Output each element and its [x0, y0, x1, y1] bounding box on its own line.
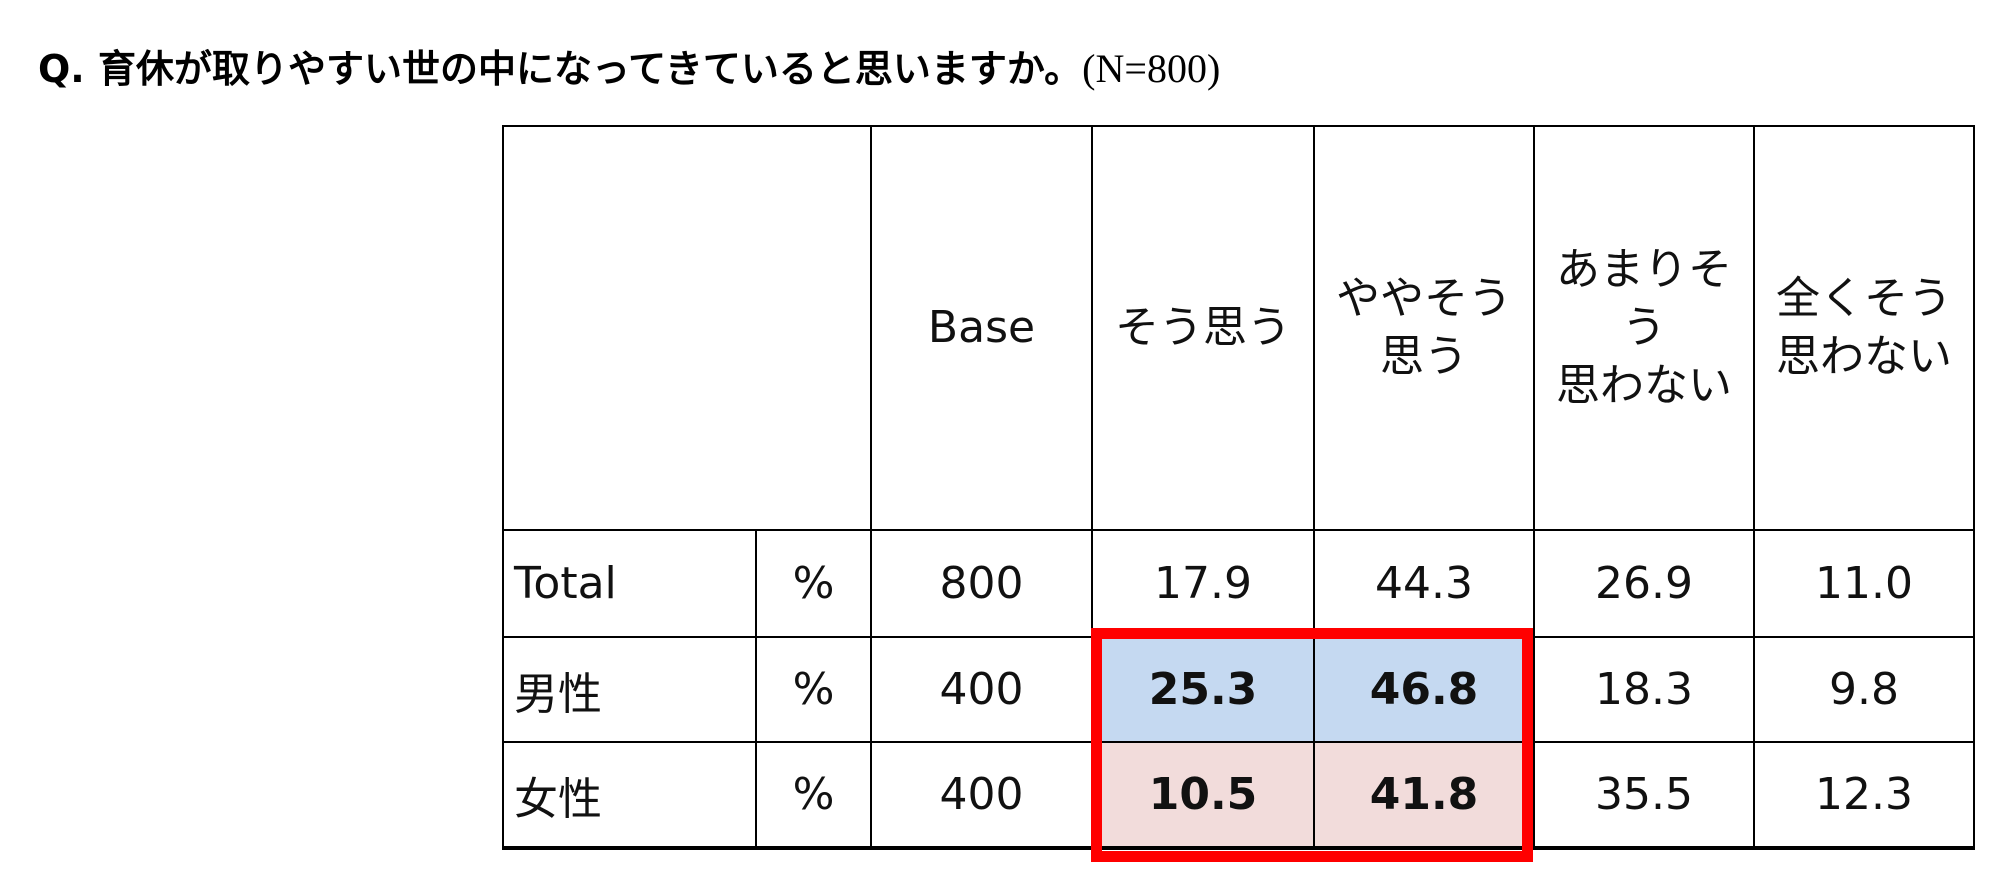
unit-cell: %	[755, 636, 872, 743]
header-cell: あまりそう 思わない	[1533, 125, 1755, 531]
value-cell: 18.3	[1533, 636, 1755, 743]
sample-size: (N=800)	[1082, 46, 1221, 91]
value-cell: 35.5	[1533, 741, 1755, 850]
data-row: 女性% 400 10.5 41.8 35.5 12.3	[502, 741, 1975, 850]
header-line: 思う	[1380, 331, 1468, 382]
header-row: Base そう思う ややそう 思う あまりそう 思わない 全くそう 思わない	[502, 125, 1975, 531]
value-cell: 17.9	[1091, 529, 1315, 638]
value-cell: 800	[870, 529, 1093, 638]
row-label: Total	[502, 529, 757, 638]
data-row: Total% 800 17.9 44.3 26.9 11.0	[502, 529, 1975, 638]
value-cell: 12.3	[1753, 741, 1975, 850]
header-cell: そう思う	[1091, 125, 1315, 531]
value-cell: 25.3	[1091, 636, 1315, 743]
unit-cell: %	[755, 741, 872, 850]
value-cell: 9.8	[1753, 636, 1975, 743]
value-cell: 44.3	[1313, 529, 1535, 638]
title: Q. 育休が取りやすい世の中になってきていると思いますか。(N=800)	[38, 38, 1220, 93]
row-label: 女性	[502, 741, 757, 850]
row-label: 男性	[502, 636, 757, 743]
value-cell: 41.8	[1313, 741, 1535, 850]
header-line: Base	[927, 302, 1036, 353]
header-cell: 全くそう 思わない	[1753, 125, 1975, 531]
value-cell: 400	[870, 636, 1093, 743]
value-cell: 26.9	[1533, 529, 1755, 638]
value-cell: 11.0	[1753, 529, 1975, 638]
value-cell: 400	[870, 741, 1093, 850]
unit-cell: %	[755, 529, 872, 638]
header-line: 思わない	[1556, 360, 1732, 411]
header-line: 思わない	[1776, 331, 1952, 382]
header-cell: Base	[870, 125, 1093, 531]
header-cell: ややそう 思う	[1313, 125, 1535, 531]
value-cell: 46.8	[1313, 636, 1535, 743]
corner-cell	[502, 125, 872, 531]
highlight-box	[1091, 628, 1533, 862]
header-line: 全くそう	[1776, 273, 1952, 324]
header-line: ややそう	[1336, 273, 1512, 324]
result-table: Base そう思う ややそう 思う あまりそう 思わない 全くそう 思わない Total% 800…	[502, 125, 1975, 850]
data-row: 男性% 400 25.3 46.8 18.3 9.8	[502, 636, 1975, 743]
header-line: あまりそう	[1556, 244, 1732, 353]
value-cell: 10.5	[1091, 741, 1315, 850]
question: Q. 育休が取りやすい世の中になってきていると思いますか。	[38, 47, 1083, 91]
header-line: そう思う	[1115, 302, 1291, 353]
